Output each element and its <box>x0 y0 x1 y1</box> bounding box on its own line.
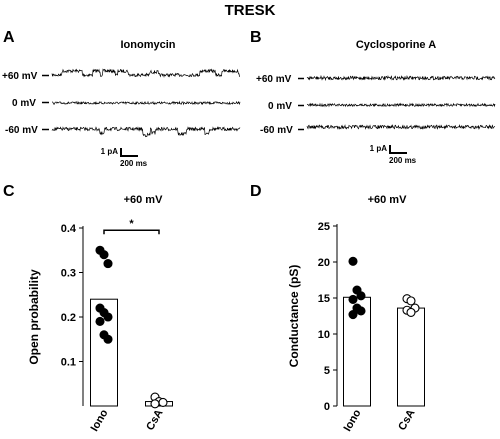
panel-b-letter: B <box>250 29 262 46</box>
panel-a-voltage-2: 0 mV <box>12 98 36 109</box>
panel-b-condition: Cyclosporine A <box>356 39 436 51</box>
chart-d-category-iono: Iono <box>342 407 364 433</box>
chart-c-y-tick-label: 0.4 <box>61 223 77 235</box>
trace-b-plus60 <box>306 74 496 82</box>
panel-b-scale-time: 200 ms <box>389 156 417 165</box>
panel-a-traces <box>51 68 241 138</box>
chart-d-category-csa: CsA <box>396 407 417 432</box>
panel-b-voltage-2: 0 mV <box>268 101 292 112</box>
chart-d-y-tick-label: 20 <box>318 257 330 269</box>
panel-a-scale-time: 200 ms <box>120 159 148 168</box>
panel-b-scale-bar <box>389 145 407 154</box>
panel-d-letter: D <box>250 183 262 200</box>
chart-c-y-tick-label: 0.1 <box>61 357 76 369</box>
trace-a-0mv <box>51 100 241 106</box>
chart-c-point-csa <box>150 399 160 409</box>
trace-b-minus60 <box>306 123 496 130</box>
chart-d-point-iono <box>356 291 366 301</box>
chart-d-y-axis-label: Conductance (pS) <box>287 265 301 368</box>
chart-d-point-iono <box>348 256 358 266</box>
chart-c-y-tick-label: 0.3 <box>61 268 76 280</box>
chart-c-point-iono <box>99 250 109 260</box>
chart-d-point-iono <box>348 294 358 304</box>
panel-c-header: +60 mV <box>124 194 163 206</box>
figure-title: TRESK <box>225 2 276 19</box>
panel-a-voltage-3: -60 mV <box>5 125 38 136</box>
chart-c-y-axis-label: Open probability <box>27 269 41 365</box>
chart-d-point-csa <box>406 307 416 317</box>
panel-d-chart: 0 5 10 15 20 25 Conductance (pS) Iono CsA <box>287 221 425 434</box>
chart-c-significance-bracket <box>103 229 160 235</box>
panel-b-voltage-3: -60 mV <box>260 125 293 136</box>
trace-b-0mv <box>306 102 496 108</box>
trace-a-minus60 <box>51 126 241 138</box>
chart-c-point-iono <box>103 334 113 344</box>
panel-c-chart: 0.1 0.2 0.3 0.4 Open probability Iono CsA * <box>27 218 173 434</box>
chart-c-point-iono <box>95 316 105 327</box>
chart-c-point-iono <box>103 259 113 269</box>
chart-c-category-iono: Iono <box>89 407 111 433</box>
chart-c-category-csa: CsA <box>144 407 165 432</box>
chart-d-y-tick-label: 0 <box>324 401 330 413</box>
chart-d-y-tick-label: 10 <box>318 329 330 341</box>
chart-d-point-iono <box>348 310 358 320</box>
chart-c-point-iono <box>103 312 113 322</box>
panel-a-scale-current: 1 pA <box>101 147 119 156</box>
panel-b-scale-current: 1 pA <box>370 144 388 153</box>
chart-c-significance-star: * <box>129 218 134 230</box>
chart-d-point-csa <box>406 296 416 306</box>
panel-d-header: +60 mV <box>368 194 407 206</box>
chart-c-point-csa <box>158 397 168 407</box>
chart-d-bar-csa <box>397 307 425 407</box>
panel-b-voltage-1: +60 mV <box>256 74 292 85</box>
panel-a-condition: Ionomycin <box>120 39 175 51</box>
panel-b-traces <box>306 74 496 130</box>
chart-d-point-iono <box>356 306 366 316</box>
panel-a-letter: A <box>3 29 15 46</box>
panel-a-voltage-1: +60 mV <box>2 71 38 82</box>
panel-a-scale-bar <box>120 148 138 157</box>
chart-d-y-tick-label: 15 <box>318 293 330 305</box>
chart-d-y-tick-label: 5 <box>324 365 330 377</box>
chart-d-y-tick-label: 25 <box>318 221 330 233</box>
chart-c-y-tick-label: 0.2 <box>61 312 76 324</box>
panel-c-letter: C <box>3 183 15 200</box>
trace-a-plus60 <box>51 68 241 78</box>
